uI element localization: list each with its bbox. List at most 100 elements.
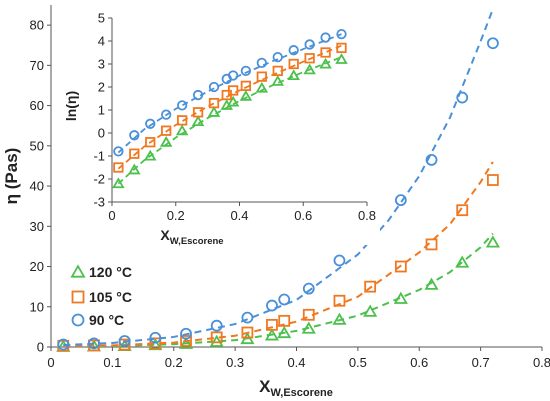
inset-data-point [304, 53, 315, 64]
legend-marker [70, 264, 86, 278]
main-series-circle [57, 8, 499, 351]
inset-data-point [176, 115, 188, 126]
main-data-point [333, 254, 346, 267]
main-y-tick-label: 20 [30, 259, 44, 274]
inset-x-tick-label: 0.6 [294, 208, 312, 223]
legend: 120 °C 105 °C 90 °C [70, 264, 132, 328]
inset-data-point [161, 109, 172, 120]
inset-y-tick-label: 3 [98, 57, 105, 72]
inset-data-point [227, 70, 239, 81]
inset-data-point [319, 57, 332, 69]
legend-label: 120 °C [89, 264, 132, 280]
inset-y-tick-label: -2 [93, 172, 105, 187]
inset-data-point [336, 42, 347, 54]
main-fit-line [63, 232, 494, 347]
inset-y-tick-label: 0 [98, 126, 105, 141]
main-data-point [278, 293, 291, 306]
main-data-point [210, 331, 223, 344]
main-y-axis-title: η (Pas) [2, 148, 21, 205]
legend-item: 105 °C [71, 289, 132, 305]
inset-x-axis-title-subscript: W,Escorene [170, 236, 224, 247]
inset-x-tick-label: 0 [108, 208, 115, 223]
main-y-tick-label: 60 [30, 98, 44, 113]
inset-series-triangle [112, 53, 348, 189]
inset-data-point [176, 100, 188, 111]
main-data-point [393, 291, 408, 304]
inset-fit-line [117, 33, 342, 154]
main-data-point [394, 260, 407, 273]
main-data-point [118, 338, 131, 351]
main-data-point [425, 154, 438, 166]
inset-x-axis-title-main: X [160, 227, 170, 243]
main-data-point [240, 331, 255, 345]
inset-y-axis-title: ln(η) [63, 91, 79, 121]
inset-data-point [256, 57, 267, 68]
main-data-point [486, 174, 499, 186]
main-data-point [455, 255, 470, 268]
main-data-point [241, 326, 254, 339]
main-data-point [180, 335, 192, 347]
inset-data-point [272, 65, 283, 77]
inset-data-point [303, 63, 316, 75]
legend-item: 90 °C [71, 312, 124, 328]
main-data-point [266, 299, 278, 312]
legend-label: 90 °C [89, 312, 124, 328]
inset-data-point [272, 51, 283, 63]
main-data-point [486, 37, 499, 50]
main-fit-line [63, 161, 494, 347]
main-data-point [266, 318, 278, 331]
main-x-tick-label: 0.7 [472, 355, 490, 370]
main-series-square [57, 161, 499, 352]
main-data-point [180, 327, 192, 340]
inset-data-point [256, 71, 267, 82]
inset-x-axis-title: XW,Escorene [160, 227, 223, 247]
inset-data-point [145, 137, 156, 148]
main-data-point [424, 277, 439, 290]
main-data-point [118, 335, 131, 347]
main-data-point [301, 321, 316, 334]
inset-data-point [192, 89, 204, 101]
main-x-axis-title-main: X [259, 377, 271, 396]
inset-data-point [175, 124, 189, 136]
inset-data-point [227, 85, 239, 96]
inset-data-point [288, 58, 299, 70]
main-x-tick-label: 0.1 [103, 355, 121, 370]
inset-data-point [113, 162, 124, 173]
inset-data-point [255, 81, 269, 93]
main-data-point [333, 294, 346, 307]
main-x-tick-label: 0 [47, 355, 54, 370]
inset-data-point [208, 97, 220, 109]
inset-x-tick-label: 0.2 [167, 208, 185, 223]
main-data-point [394, 194, 407, 207]
inset-data-point [191, 115, 205, 127]
main-data-point [364, 280, 377, 293]
inset-data-point [239, 89, 253, 101]
inset-data-point [144, 149, 157, 161]
main-y-tick-label: 0 [37, 340, 44, 355]
inset-series-square [113, 42, 347, 173]
main-data-point [302, 308, 315, 321]
inset-y-tick-label: -1 [93, 149, 105, 164]
inset-data-point [112, 177, 125, 189]
main-y-tick-label: 80 [30, 18, 44, 33]
inset-data-point [192, 107, 204, 118]
main-y-tick-label: 40 [30, 179, 44, 194]
inset-data-point [304, 39, 315, 50]
main-data-point [278, 314, 291, 327]
legend-marker [71, 290, 85, 304]
main-data-point [210, 319, 223, 332]
inset-y-tick-label: 4 [98, 34, 105, 49]
inset-data-point [128, 163, 141, 175]
inset-data-point [288, 45, 299, 56]
main-data-point [149, 337, 162, 350]
inset-plot: 0 0.2 0.4 0.6 0.8 -3 -2 -1 0 1 2 3 4 5 XW,Escorene ln(η… [62, 8, 380, 247]
main-y-tick-label: 30 [30, 219, 44, 234]
inset-data-point [226, 95, 240, 107]
main-data-point [88, 337, 100, 350]
main-data-point [241, 311, 254, 324]
inset-data-point [320, 47, 331, 58]
main-data-point [277, 325, 292, 339]
main-x-tick-label: 0.4 [287, 355, 305, 370]
